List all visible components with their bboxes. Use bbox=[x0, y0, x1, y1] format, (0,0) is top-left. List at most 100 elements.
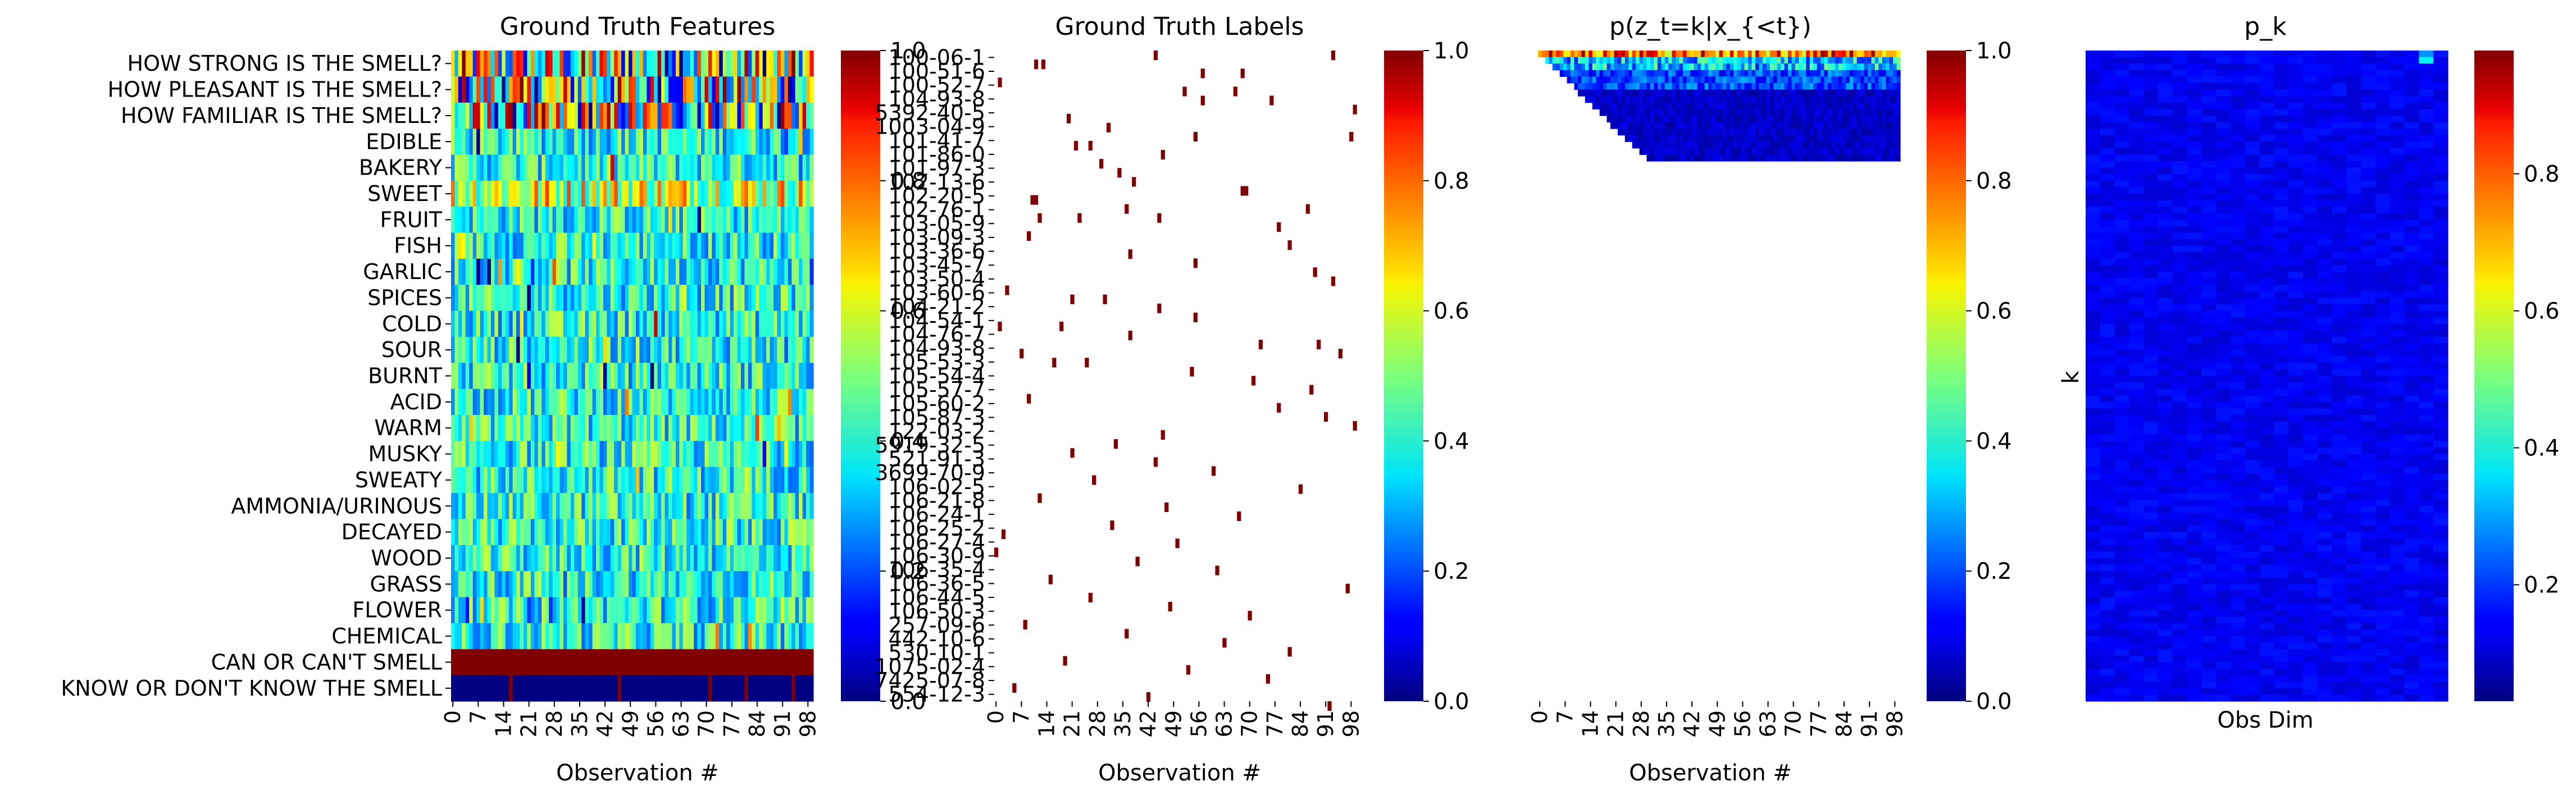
heatmap-cell bbox=[592, 467, 597, 494]
heatmap-cell bbox=[806, 415, 811, 441]
heatmap-cell bbox=[712, 467, 716, 494]
heatmap-cell bbox=[679, 649, 684, 676]
posterior-cell bbox=[1719, 76, 1723, 84]
posterior-cell bbox=[1788, 63, 1792, 71]
heatmap-cell bbox=[686, 623, 691, 650]
pk-cell bbox=[2274, 154, 2289, 162]
posterior-cell bbox=[1791, 63, 1796, 71]
posterior-cell bbox=[1712, 96, 1716, 103]
posterior-cell bbox=[1690, 96, 1694, 103]
posterior-cell bbox=[1545, 51, 1549, 58]
pk-cell bbox=[2143, 83, 2159, 90]
heatmap-cell bbox=[777, 675, 781, 702]
pk-cell bbox=[2187, 115, 2202, 123]
heatmap-cell bbox=[458, 285, 462, 312]
heatmap-cell bbox=[730, 623, 734, 650]
posterior-cell bbox=[1795, 109, 1799, 116]
heatmap-cell bbox=[581, 51, 586, 77]
heatmap-cell bbox=[462, 51, 466, 77]
heatmap-cell bbox=[621, 207, 626, 234]
heatmap-cell bbox=[480, 102, 484, 129]
heatmap-cell bbox=[741, 623, 745, 650]
posterior-cell bbox=[1559, 70, 1564, 77]
posterior-cell bbox=[1643, 148, 1647, 156]
heatmap-cell bbox=[708, 51, 712, 77]
posterior-cell bbox=[1769, 57, 1774, 64]
heatmap-cell bbox=[614, 571, 618, 598]
heatmap-cell bbox=[629, 154, 633, 181]
posterior-cell bbox=[1694, 135, 1698, 142]
heatmap-cell bbox=[603, 310, 607, 337]
pk-cell bbox=[2361, 76, 2376, 84]
heatmap-cell bbox=[512, 285, 517, 312]
pk-cell bbox=[2172, 148, 2188, 156]
heatmap-cell bbox=[617, 310, 622, 337]
pk-cell bbox=[2158, 109, 2173, 116]
posterior-cell bbox=[1657, 115, 1662, 123]
posterior-cell bbox=[1860, 51, 1865, 58]
posterior-cell bbox=[1828, 115, 1832, 123]
pk-cell bbox=[2201, 154, 2217, 162]
posterior-cell bbox=[1853, 129, 1858, 136]
heatmap-cell bbox=[809, 336, 814, 363]
heatmap-cell bbox=[657, 675, 662, 702]
heatmap-cell bbox=[581, 232, 586, 259]
label-mark bbox=[1331, 276, 1336, 286]
pk-cell bbox=[2274, 70, 2289, 77]
x-tick-label: 49 bbox=[618, 710, 643, 737]
pk-cell bbox=[2086, 161, 2101, 168]
heatmap-cell bbox=[549, 441, 553, 468]
heatmap-cell bbox=[770, 180, 774, 207]
pk-cell bbox=[2143, 161, 2159, 168]
heatmap-cell bbox=[530, 76, 535, 103]
heatmap-cell bbox=[527, 154, 531, 181]
heatmap-cell bbox=[599, 415, 604, 441]
heatmap-cell bbox=[610, 285, 615, 312]
heatmap-cell bbox=[694, 154, 698, 181]
heatmap-cell bbox=[715, 519, 720, 546]
heatmap-cell bbox=[559, 258, 564, 285]
heatmap-cell bbox=[502, 623, 506, 650]
pk-cell bbox=[2201, 96, 2217, 103]
posterior-cell bbox=[1624, 96, 1629, 103]
heatmap-cell bbox=[741, 441, 745, 468]
heatmap-cell bbox=[465, 285, 470, 312]
heatmap-cell bbox=[744, 285, 749, 312]
heatmap-cell bbox=[629, 207, 633, 234]
posterior-cell bbox=[1624, 83, 1629, 90]
x-tick-label: 35 bbox=[1654, 710, 1679, 737]
heatmap-cell bbox=[545, 623, 549, 650]
heatmap-cell bbox=[632, 597, 636, 624]
posterior-cell bbox=[1802, 70, 1806, 77]
heatmap-cell bbox=[484, 336, 488, 363]
heatmap-cell bbox=[629, 76, 633, 103]
pk-cell bbox=[2288, 187, 2304, 194]
posterior-cell bbox=[1690, 70, 1694, 77]
posterior-cell bbox=[1719, 115, 1723, 123]
y-tick-label: 257-09-6 bbox=[889, 613, 985, 637]
heatmap-cell bbox=[484, 180, 488, 207]
heatmap-cell bbox=[791, 519, 796, 546]
posterior-cell bbox=[1686, 154, 1691, 162]
heatmap-cell bbox=[766, 597, 771, 624]
heatmap-cell bbox=[494, 336, 499, 363]
pk-cell bbox=[2086, 220, 2101, 227]
posterior-cell bbox=[1589, 89, 1593, 97]
heatmap-cell bbox=[741, 597, 745, 624]
heatmap-cell bbox=[643, 154, 647, 181]
heatmap-cell bbox=[476, 336, 481, 363]
pk-cell bbox=[2375, 154, 2391, 162]
pk-cell bbox=[2158, 76, 2173, 84]
heatmap-cell bbox=[682, 232, 687, 259]
posterior-cell bbox=[1781, 102, 1785, 109]
heatmap-cell bbox=[780, 258, 785, 285]
posterior-cell bbox=[1853, 154, 1858, 162]
posterior-cell bbox=[1828, 135, 1832, 142]
pk-cell bbox=[2245, 83, 2260, 90]
posterior-cell bbox=[1726, 89, 1731, 97]
heatmap-cell bbox=[451, 597, 456, 624]
label-mark bbox=[1240, 186, 1245, 196]
posterior-cell bbox=[1686, 76, 1691, 84]
pk-cell bbox=[2172, 76, 2188, 84]
posterior-cell bbox=[1864, 76, 1868, 84]
